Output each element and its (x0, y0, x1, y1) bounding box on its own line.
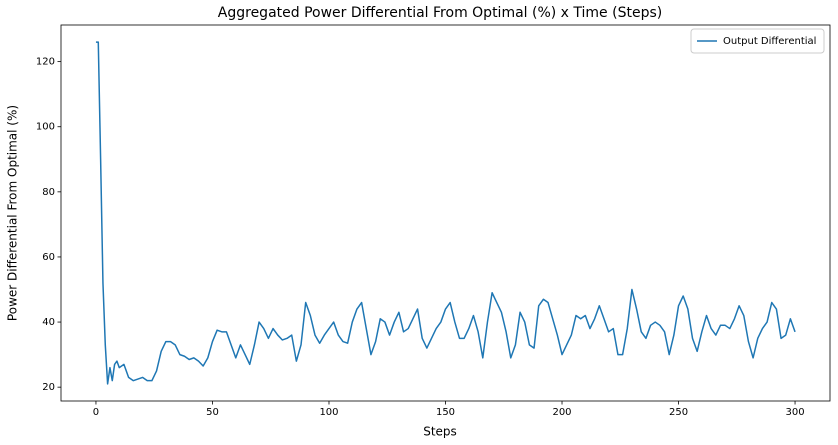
y-tick-label: 20 (42, 382, 55, 393)
x-tick-label: 0 (93, 407, 99, 418)
x-tick-label: 300 (785, 407, 804, 418)
y-tick-label: 80 (42, 187, 55, 198)
chart-title: Aggregated Power Differential From Optim… (218, 5, 662, 21)
y-tick-label: 60 (42, 252, 55, 263)
x-tick-label: 200 (552, 407, 571, 418)
legend-label: Output Differential (723, 36, 816, 47)
y-tick-label: 40 (42, 317, 55, 328)
y-tick-label: 120 (36, 57, 55, 68)
legend-box (690, 28, 825, 54)
x-tick-label: 50 (206, 407, 219, 418)
x-tick-label: 100 (319, 407, 338, 418)
y-tick-label: 100 (36, 122, 55, 133)
y-axis-label: Power Differential From Optimal (%) (6, 105, 20, 321)
x-tick-label: 250 (669, 407, 688, 418)
data-line (95, 41, 796, 385)
x-tick-label: 150 (436, 407, 455, 418)
x-axis-label: Steps (423, 425, 457, 439)
